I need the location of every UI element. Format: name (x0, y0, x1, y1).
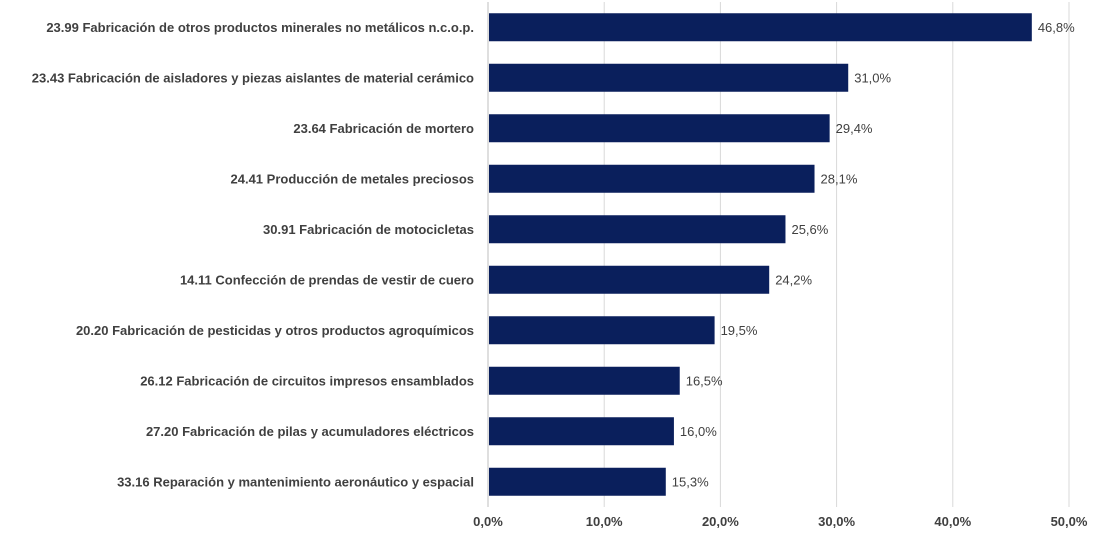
bar (489, 417, 674, 446)
bar (489, 215, 786, 244)
bar (489, 316, 715, 345)
category-label: 20.20 Fabricación de pesticidas y otros … (76, 323, 474, 338)
category-label: 33.16 Reparación y mantenimiento aeronáu… (117, 474, 474, 489)
data-label: 16,0% (680, 424, 717, 439)
data-label: 31,0% (854, 70, 891, 85)
data-label: 19,5% (721, 323, 758, 338)
x-tick-label: 10,0% (586, 514, 623, 529)
bar (489, 366, 680, 395)
category-label: 24.41 Producción de metales preciosos (231, 171, 475, 186)
data-label: 28,1% (821, 171, 858, 186)
bar (489, 164, 815, 193)
bar (489, 63, 849, 92)
x-tick-label: 50,0% (1051, 514, 1088, 529)
category-label: 27.20 Fabricación de pilas y acumuladore… (146, 424, 474, 439)
bar (489, 467, 666, 496)
category-label: 26.12 Fabricación de circuitos impresos … (140, 373, 474, 388)
category-label: 23.43 Fabricación de aisladores y piezas… (32, 70, 474, 85)
bar (489, 114, 830, 143)
x-tick-label: 20,0% (702, 514, 739, 529)
x-tick-label: 40,0% (934, 514, 971, 529)
data-label: 25,6% (791, 222, 828, 237)
category-label: 14.11 Confección de prendas de vestir de… (180, 272, 474, 287)
labels: 0,0% 10,0% 20,0% 30,0% 40,0% 50,0% 23.99 Fabri… (32, 20, 1088, 529)
data-label: 16,5% (686, 373, 723, 388)
category-label: 23.99 Fabricación de otros productos min… (46, 20, 474, 35)
bars (489, 13, 1032, 496)
data-label: 15,3% (672, 474, 709, 489)
bar (489, 13, 1032, 42)
data-label: 46,8% (1038, 20, 1075, 35)
bar (489, 265, 770, 294)
data-label: 29,4% (836, 121, 873, 136)
x-tick-label: 30,0% (818, 514, 855, 529)
category-label: 30.91 Fabricación de motocicletas (263, 222, 474, 237)
x-tick-label: 0,0% (473, 514, 503, 529)
data-label: 24,2% (775, 272, 812, 287)
category-label: 23.64 Fabricación de mortero (293, 121, 474, 136)
